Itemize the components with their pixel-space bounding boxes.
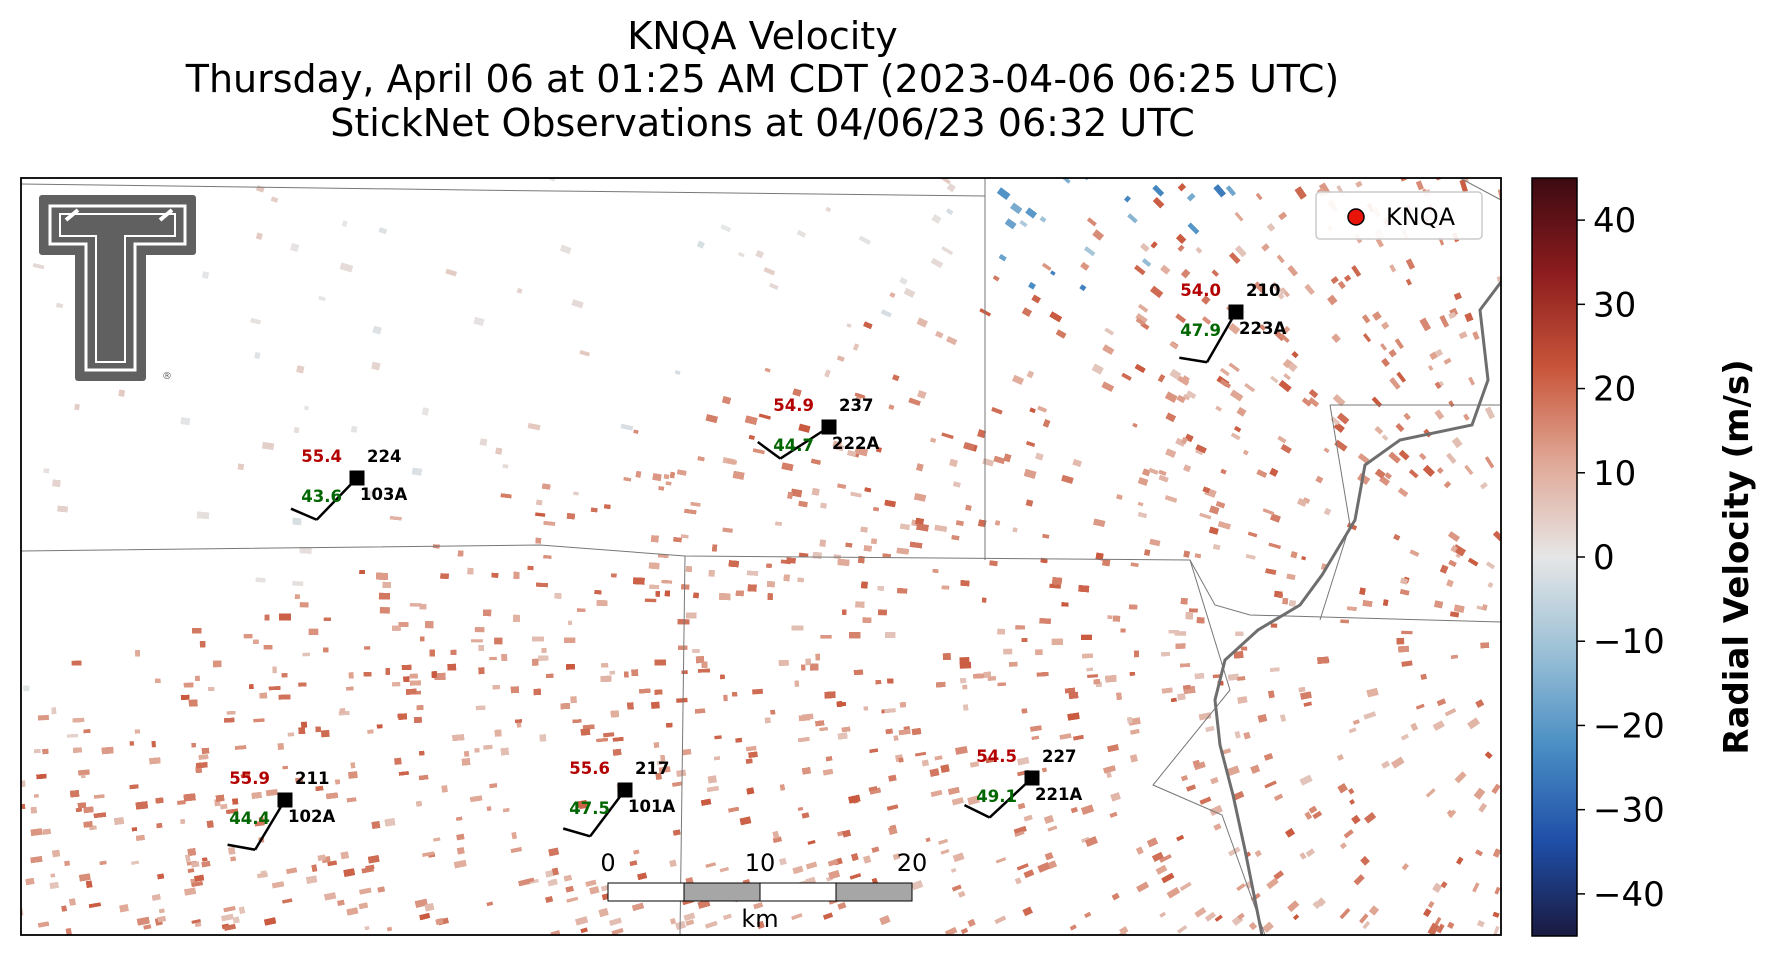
- sticknet-stations: 55.4 224 43.6 103A 54.9 237 44.7 222A 54.0 210 47.…: [227, 281, 1286, 851]
- station-marker-icon: [821, 419, 837, 435]
- station-222A[interactable]: 54.9 237 44.7 222A: [757, 396, 880, 460]
- wind-barb-flag: [1179, 356, 1208, 364]
- wind-barb-flag: [562, 827, 591, 838]
- station-temperature: 54.5: [976, 747, 1017, 766]
- colorbar-tick-label: 0: [1593, 538, 1615, 578]
- colorbar-gradient: [1531, 177, 1578, 937]
- colorbar-tick-label: −40: [1593, 875, 1665, 915]
- station-id: 223A: [1239, 319, 1286, 338]
- station-dewpoint: 44.4: [229, 809, 270, 828]
- colorbar: 40 30 20 10 0 −10 −20 −30 −40 Radial Velocity (m…: [1531, 177, 1757, 937]
- station-id: 222A: [832, 434, 879, 453]
- station-dewpoint: 47.9: [1180, 321, 1221, 340]
- colorbar-tick-label: 20: [1593, 370, 1636, 410]
- velocity-field: [21, 178, 1501, 935]
- wind-barb-staff: [779, 425, 830, 460]
- station-dewpoint: 49.1: [976, 787, 1017, 806]
- wind-barb-flag: [963, 804, 991, 819]
- state-boundary: [1213, 281, 1501, 935]
- station-id: 103A: [360, 485, 407, 504]
- station-id: 101A: [628, 797, 675, 816]
- map-subtitle-obs: StickNet Observations at 04/06/23 06:32 …: [330, 101, 1195, 145]
- station-temperature: 54.9: [773, 396, 814, 415]
- station-id: 221A: [1035, 785, 1082, 804]
- station-102A[interactable]: 55.9 211 44.4 102A: [227, 769, 336, 851]
- map-subtitle-time: Thursday, April 06 at 01:25 AM CDT (2023…: [185, 57, 1340, 101]
- wind-barb-flag: [757, 441, 782, 460]
- station-temperature: 55.9: [229, 769, 270, 788]
- registered-mark: ®: [162, 371, 172, 382]
- wind-barb-flag: [290, 507, 318, 521]
- station-103A[interactable]: 55.4 224 43.6 103A: [290, 447, 407, 521]
- map-frame: [20, 177, 1502, 936]
- map-title: KNQA Velocity: [627, 14, 898, 58]
- station-marker-icon: [277, 792, 293, 808]
- colorbar-tick-label: 10: [1593, 454, 1636, 494]
- legend-box: [1315, 191, 1483, 240]
- station-marker-icon: [617, 782, 633, 798]
- wind-barb-staff: [589, 789, 626, 838]
- colorbar-label: Radial Velocity (m/s): [1717, 359, 1757, 754]
- station-wind-direction: 227: [1042, 747, 1076, 766]
- station-wind-direction: 211: [295, 769, 329, 788]
- scale-label-0: 0: [600, 849, 615, 877]
- station-wind-direction: 217: [635, 759, 669, 778]
- scale-segment: [683, 882, 761, 902]
- station-temperature: 55.4: [301, 447, 342, 466]
- station-marker-icon: [349, 470, 365, 486]
- county-boundaries: [21, 178, 1501, 935]
- station-221A[interactable]: 54.5 227 49.1 221A: [963, 747, 1082, 819]
- station-101A[interactable]: 55.6 217 47.5 101A: [562, 759, 675, 838]
- station-dewpoint: 43.6: [301, 487, 342, 506]
- colorbar-tick-label: −20: [1593, 706, 1665, 746]
- colorbar-tick-label: 30: [1593, 285, 1636, 325]
- station-dewpoint: 44.7: [773, 436, 814, 455]
- colorbar-tick-label: −30: [1593, 791, 1665, 831]
- station-wind-direction: 210: [1246, 281, 1280, 300]
- station-223A[interactable]: 54.0 210 47.9 223A: [1179, 281, 1286, 364]
- legend-label: KNQA: [1386, 203, 1456, 231]
- station-temperature: 55.6: [569, 759, 610, 778]
- wind-barb-flag: [227, 843, 256, 851]
- station-wind-direction: 224: [367, 447, 401, 466]
- scale-segment: [759, 882, 837, 902]
- station-temperature: 54.0: [1180, 281, 1221, 300]
- colorbar-tick-label: −10: [1593, 622, 1665, 662]
- wind-barb-staff: [1205, 311, 1238, 363]
- station-marker-icon: [1024, 770, 1040, 786]
- scale-segment: [607, 882, 685, 902]
- legend: KNQA: [1315, 191, 1483, 240]
- scale-unit: km: [741, 905, 778, 933]
- station-dewpoint: 47.5: [569, 799, 610, 818]
- wind-barb-staff: [254, 799, 287, 851]
- station-wind-direction: 237: [839, 396, 873, 415]
- scale-bar: 0 10 20 km: [600, 849, 927, 933]
- colorbar-tick-label: 40: [1593, 201, 1636, 241]
- scale-label-20: 20: [897, 849, 928, 877]
- knqa-marker-icon: [1347, 208, 1365, 226]
- scale-segment: [835, 882, 913, 902]
- texas-tech-double-t-logo: ®: [39, 195, 196, 382]
- station-id: 102A: [288, 807, 335, 826]
- station-marker-icon: [1228, 304, 1244, 320]
- scale-label-10: 10: [745, 849, 776, 877]
